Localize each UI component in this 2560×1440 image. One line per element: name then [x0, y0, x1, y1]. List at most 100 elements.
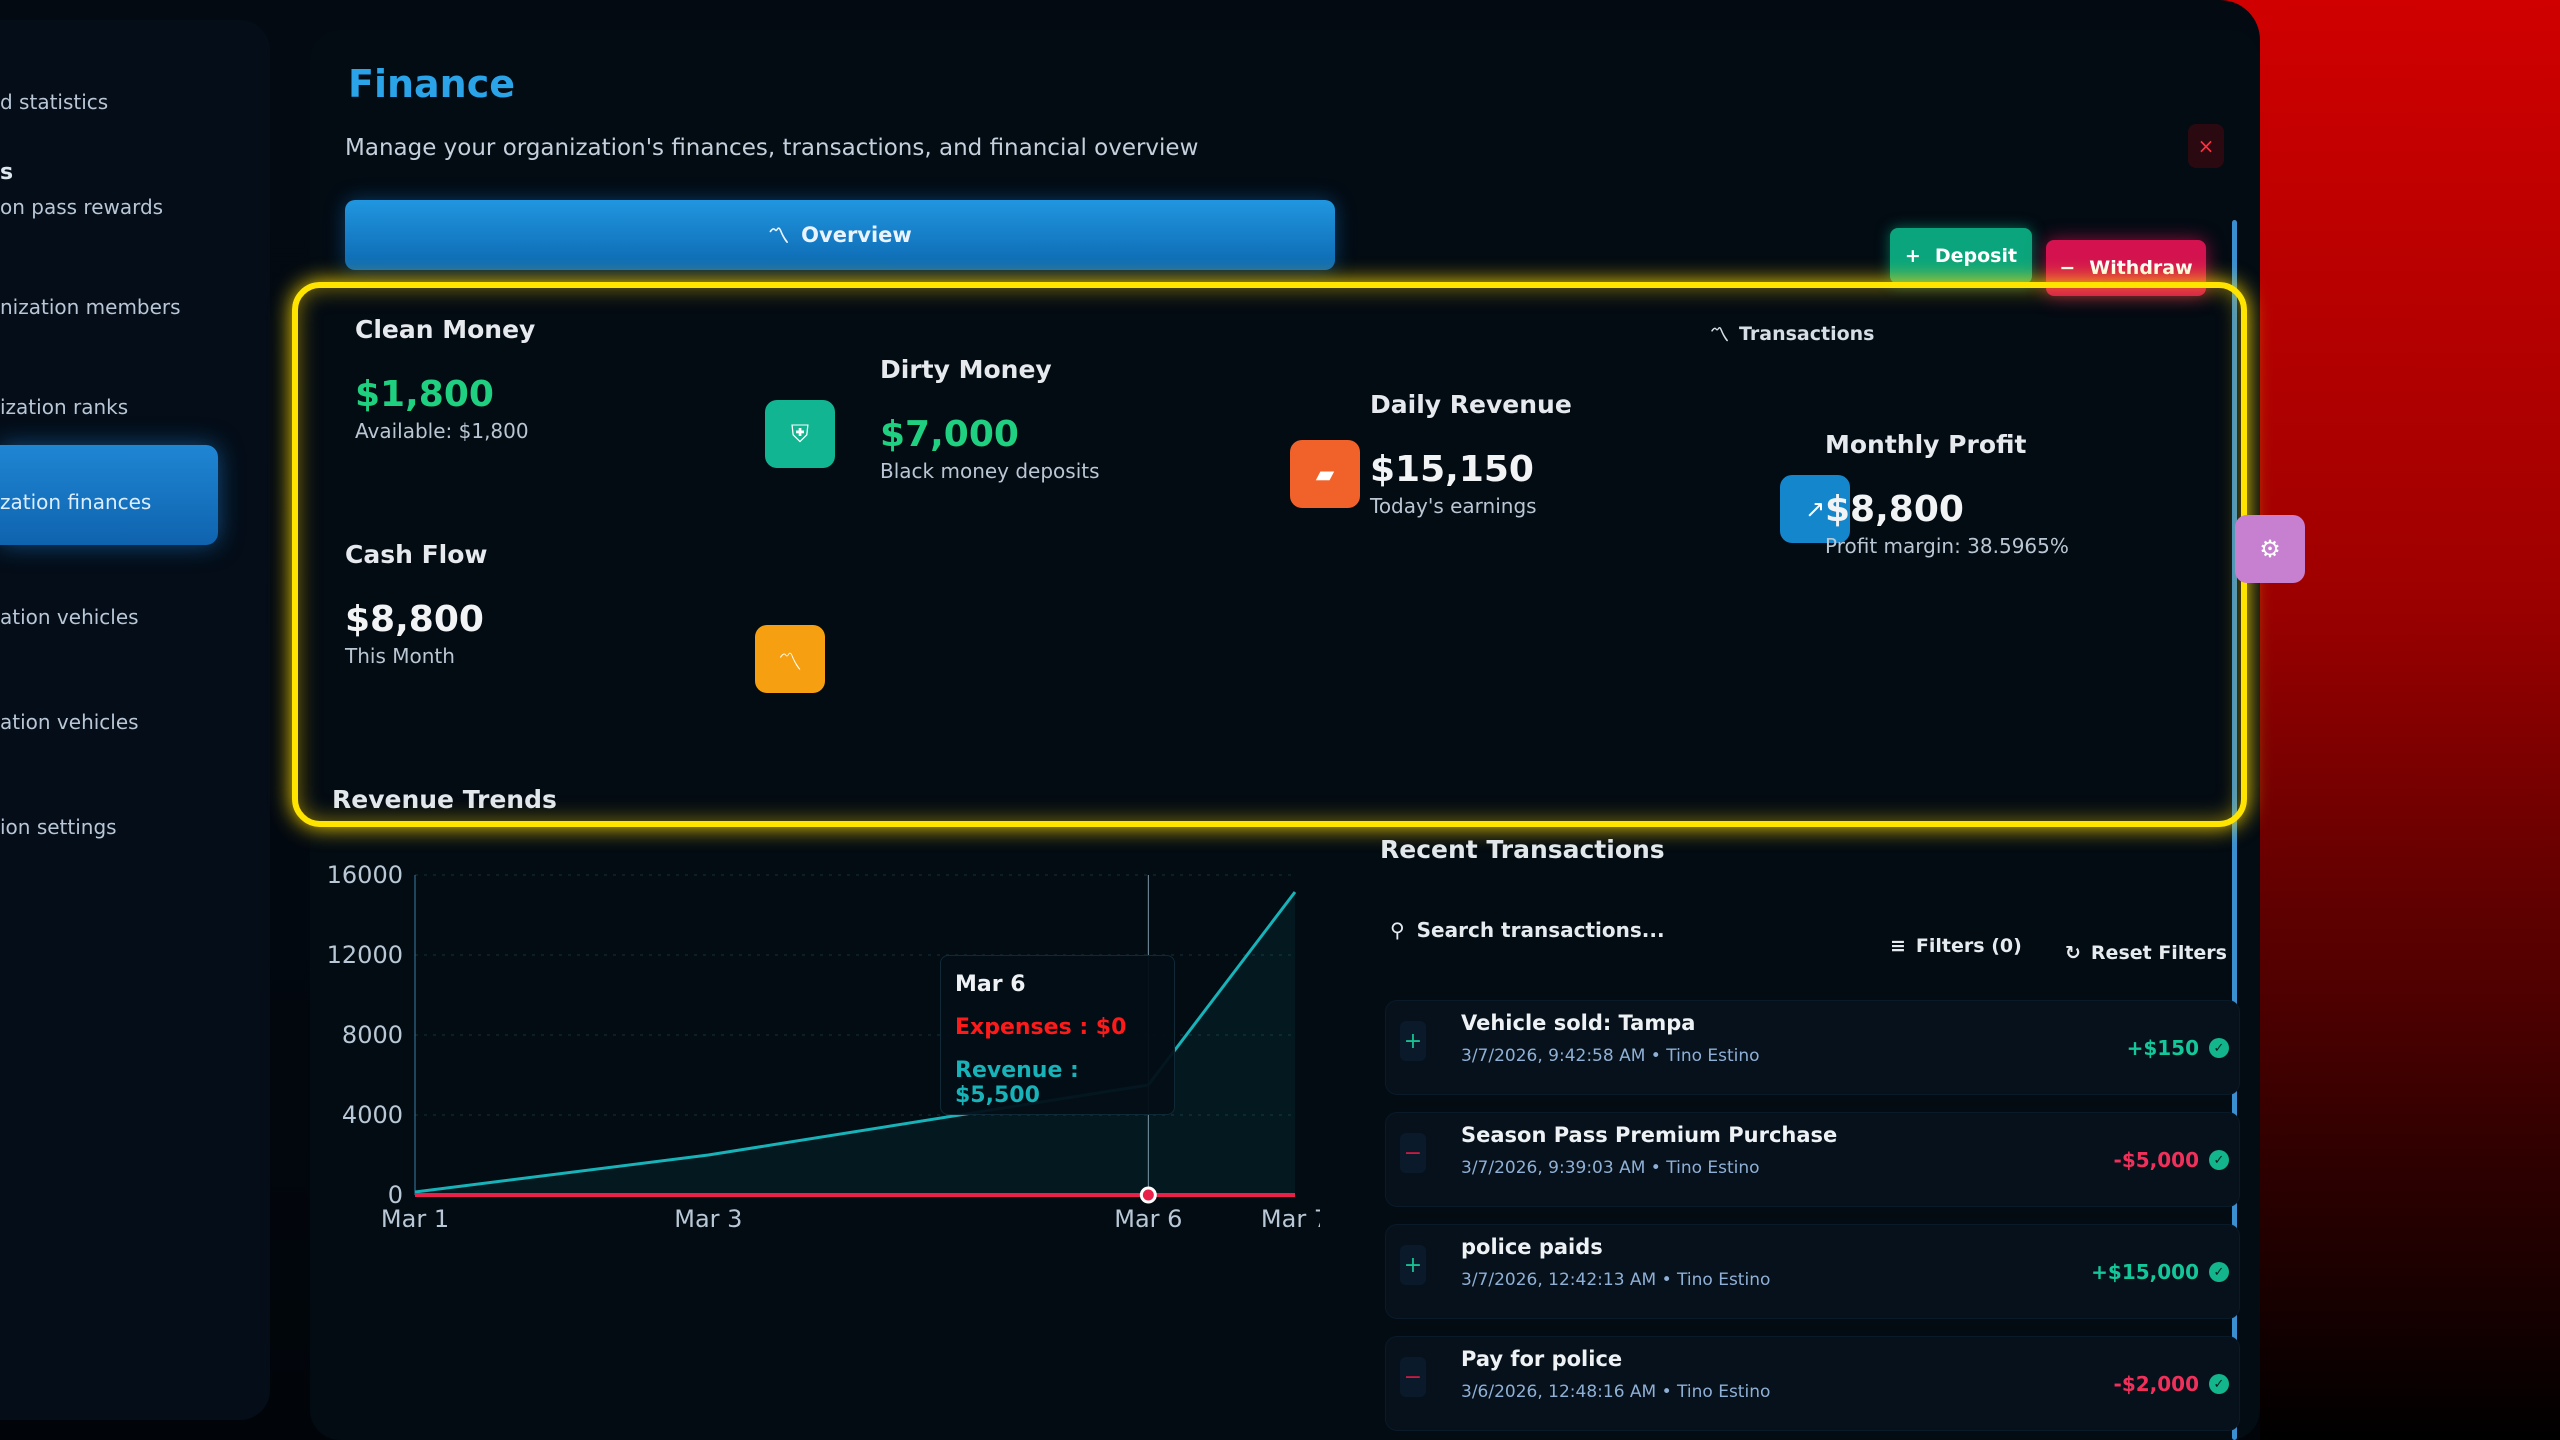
- sidebar-item[interactable]: on pass rewards: [0, 195, 164, 219]
- trending-icon: 〽: [755, 625, 825, 693]
- sidebar-item[interactable]: s: [0, 160, 14, 185]
- tab-overview[interactable]: 〽 Overview: [345, 200, 1335, 270]
- shield-icon: ⛨: [765, 400, 835, 468]
- transaction-meta: 3/7/2026, 9:42:58 AM • Tino Estino: [1461, 1046, 1760, 1066]
- wallet-icon: ▰: [1290, 440, 1360, 508]
- transaction-name: Season Pass Premium Purchase: [1461, 1123, 1838, 1147]
- stat-card-monthly-profit: Monthly Profit $8,800 Profit margin: 38.…: [1825, 430, 2305, 620]
- card-subtitle: Profit margin: 38.5965%: [1825, 534, 2069, 558]
- transaction-meta: 3/7/2026, 9:39:03 AM • Tino Estino: [1461, 1158, 1760, 1178]
- chart-tooltip: Mar 6 Expenses : $0 Revenue : $5,500: [940, 955, 1175, 1115]
- plus-icon: +: [1400, 1245, 1426, 1285]
- card-value: $8,800: [1825, 489, 1964, 530]
- trending-icon: 〽: [1710, 324, 1730, 346]
- search-placeholder: Search transactions...: [1416, 918, 1665, 942]
- sidebar-item[interactable]: ation vehicles: [0, 710, 139, 734]
- tooltip-expenses: Expenses : $0: [955, 1015, 1127, 1040]
- sidebar: d statistics s on pass rewards nization mem…: [0, 20, 270, 1420]
- search-icon: ⚲: [1390, 918, 1405, 942]
- card-value: $7,000: [880, 414, 1019, 455]
- stat-card-dirty-money: Dirty Money $7,000 Black money deposits …: [880, 355, 1360, 545]
- scrollbar[interactable]: [2232, 220, 2237, 1440]
- revenue-chart: 0 4000 8000 12000 16000 Mar 1 Mar 3 Mar 6 Mar 7: [327, 861, 1320, 1233]
- stat-card-clean-money: Clean Money $1,800 Available: $1,800 ⛨: [355, 315, 835, 505]
- active-point: [1139, 1186, 1157, 1204]
- card-subtitle: Available: $1,800: [355, 419, 529, 443]
- filters-button[interactable]: ≡ Filters (0): [1890, 935, 2022, 957]
- reset-filters-button[interactable]: ↻ Reset Filters: [2065, 942, 2227, 964]
- transaction-row[interactable]: + police paids 3/7/2026, 12:42:13 AM • T…: [1385, 1224, 2240, 1319]
- tab-transactions[interactable]: 〽 Transactions: [1710, 320, 1874, 347]
- sidebar-active-highlight: [0, 445, 218, 545]
- minus-icon: −: [1400, 1357, 1426, 1397]
- transaction-amount: +$150: [2126, 1036, 2199, 1060]
- plus-icon: +: [1904, 245, 1921, 267]
- card-title: Daily Revenue: [1370, 390, 1572, 419]
- y-tick-label: 0: [388, 1181, 403, 1209]
- deposit-button[interactable]: + Deposit: [1890, 228, 2032, 284]
- card-title: Clean Money: [355, 315, 536, 344]
- tab-label: Overview: [801, 223, 912, 247]
- close-icon: ×: [2197, 134, 2215, 158]
- transaction-meta: 3/6/2026, 12:48:16 AM • Tino Estino: [1461, 1382, 1771, 1402]
- sidebar-item[interactable]: d statistics: [0, 90, 109, 114]
- transaction-name: police paids: [1461, 1235, 1603, 1259]
- recent-transactions-title: Recent Transactions: [1380, 835, 1665, 864]
- trending-up-icon: ↗: [1780, 475, 1850, 543]
- card-subtitle: This Month: [345, 644, 455, 668]
- revenue-area: [415, 892, 1295, 1195]
- sidebar-item[interactable]: ion settings: [0, 815, 117, 839]
- check-icon: ✓: [2209, 1374, 2229, 1394]
- transaction-row[interactable]: + Vehicle sold: Tampa 3/7/2026, 9:42:58 …: [1385, 1000, 2240, 1095]
- transaction-name: Vehicle sold: Tampa: [1461, 1011, 1696, 1035]
- reset-label: Reset Filters: [2090, 942, 2227, 964]
- x-tick-label: Mar 6: [1114, 1205, 1182, 1233]
- revenue-trends-title: Revenue Trends: [332, 785, 557, 814]
- transaction-name: Pay for police: [1461, 1347, 1623, 1371]
- minus-icon: −: [2059, 257, 2076, 279]
- sidebar-item[interactable]: ization ranks: [0, 395, 129, 419]
- tab-label: Transactions: [1739, 322, 1875, 345]
- y-tick-label: 16000: [327, 861, 403, 889]
- withdraw-label: Withdraw: [2089, 257, 2193, 279]
- tooltip-revenue: Revenue : $5,500: [955, 1058, 1079, 1108]
- page-title: Finance: [348, 62, 516, 106]
- page-subtitle: Manage your organization's finances, tra…: [345, 135, 1199, 161]
- check-icon: ✓: [2209, 1038, 2229, 1058]
- transaction-row[interactable]: − Season Pass Premium Purchase 3/7/2026,…: [1385, 1112, 2240, 1207]
- y-tick-label: 12000: [327, 941, 403, 969]
- stat-card-cash-flow: Cash Flow $8,800 This Month 〽: [345, 540, 825, 730]
- tooltip-label: Mar 6: [955, 972, 1026, 997]
- card-title: Monthly Profit: [1825, 430, 2027, 459]
- transaction-meta: 3/7/2026, 12:42:13 AM • Tino Estino: [1461, 1270, 1771, 1290]
- check-icon: ✓: [2209, 1262, 2229, 1282]
- x-tick-label: Mar 7: [1261, 1205, 1320, 1233]
- y-tick-label: 8000: [342, 1021, 403, 1049]
- plus-icon: +: [1400, 1021, 1426, 1061]
- card-title: Cash Flow: [345, 540, 488, 569]
- transaction-row[interactable]: − Pay for police 3/6/2026, 12:48:16 AM •…: [1385, 1336, 2240, 1431]
- card-value: $8,800: [345, 599, 484, 640]
- gear-icon: ⚙: [2235, 515, 2305, 583]
- screen: d statistics s on pass rewards nization mem…: [0, 0, 2305, 1440]
- refresh-icon: ↻: [2065, 942, 2081, 964]
- close-button[interactable]: ×: [2188, 124, 2224, 168]
- sidebar-item[interactable]: zation finances: [0, 490, 152, 514]
- search-input[interactable]: ⚲ Search transactions...: [1390, 918, 1665, 942]
- filters-label: Filters (0): [1915, 935, 2022, 957]
- transaction-amount: -$2,000: [2113, 1372, 2199, 1396]
- trending-icon: 〽: [768, 224, 790, 248]
- x-tick-label: Mar 3: [674, 1205, 742, 1233]
- minus-icon: −: [1400, 1133, 1426, 1173]
- transaction-amount: -$5,000: [2113, 1148, 2199, 1172]
- card-value: $15,150: [1370, 449, 1534, 490]
- y-tick-label: 4000: [342, 1101, 403, 1129]
- deposit-label: Deposit: [1934, 245, 2018, 267]
- sidebar-item[interactable]: ation vehicles: [0, 605, 139, 629]
- check-icon: ✓: [2209, 1150, 2229, 1170]
- filter-icon: ≡: [1890, 935, 1906, 957]
- transaction-amount: +$15,000: [2091, 1260, 2199, 1284]
- stat-card-daily-revenue: Daily Revenue $15,150 Today's earnings ↗: [1370, 390, 1850, 580]
- sidebar-item[interactable]: nization members: [0, 295, 181, 319]
- card-subtitle: Today's earnings: [1370, 494, 1537, 518]
